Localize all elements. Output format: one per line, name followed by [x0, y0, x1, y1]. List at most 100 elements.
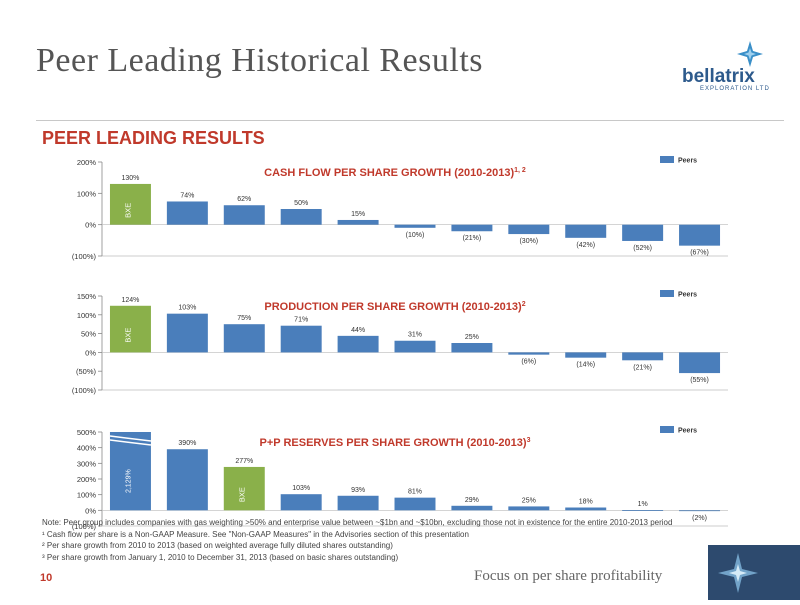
bar-value-label: 277% [235, 458, 253, 465]
bar-peer [337, 219, 379, 225]
y-tick-label: 0% [85, 506, 96, 515]
bar-value-label: 31% [408, 332, 422, 339]
y-tick-label: (100%) [72, 252, 97, 261]
y-tick-label: 100% [77, 491, 97, 500]
page-number: 10 [40, 572, 53, 584]
page-title: Peer Leading Historical Results [36, 42, 484, 79]
title-divider [36, 120, 784, 121]
y-tick-label: 400% [77, 444, 97, 453]
legend-swatch [660, 156, 674, 163]
y-tick-label: 100% [77, 311, 97, 320]
chart-title-sup: 1, 2 [514, 167, 526, 174]
bar-peer [565, 507, 607, 511]
chart-title: P+P RESERVES PER SHARE GROWTH (2010-2013… [260, 437, 531, 449]
y-tick-label: (100%) [72, 386, 97, 395]
bar-value-label: (14%) [576, 362, 595, 369]
bar-peer [679, 510, 721, 512]
bar-bxe [223, 466, 265, 511]
tagline: Focus on per share profitability [474, 568, 663, 584]
bar-value-label: 103% [292, 485, 310, 492]
chart-title: PRODUCTION PER SHARE GROWTH (2010-2013)2 [264, 301, 525, 313]
y-tick-label: (50%) [76, 367, 97, 376]
bar-peer [223, 324, 265, 353]
reserves-chart: 500% 400% 300% 200% 100% 0% (100%) P+P RESERVES… [40, 422, 740, 534]
footnote-3: ³ Per share growth from January 1, 2010 … [42, 552, 399, 562]
bar-peer [337, 495, 379, 511]
bar-value-label: 18% [579, 499, 593, 506]
bar-value-label: 50% [294, 200, 308, 207]
corner-star-icon [718, 553, 758, 593]
bar-value-label: (6%) [521, 359, 536, 366]
y-tick-label: 0% [85, 221, 96, 230]
axis-break-mark [109, 435, 152, 442]
bar-value-label: 74% [180, 192, 194, 199]
section-title: PEER LEADING RESULTS [42, 128, 265, 148]
bar-value-label: 124% [122, 297, 140, 304]
bar-value-label: 81% [408, 489, 422, 496]
legend-swatch [660, 426, 674, 433]
bar-value-label: 130% [122, 175, 140, 182]
bar-bxe [109, 305, 151, 353]
y-tick-label: (100%) [72, 522, 97, 531]
bar-peer [394, 340, 436, 353]
chart-svg: 200% 100% 0% (100%) CASH FLOW PER SHARE GROW… [72, 156, 728, 261]
chart-title-sup: 2 [522, 301, 526, 308]
bar-peer [109, 432, 151, 511]
chart-svg: 150% 100% 50% 0% (50%) (100%) PRODUCTION PER S… [72, 290, 728, 395]
bar-peer [622, 510, 664, 511]
bar-value-label: (2%) [692, 515, 707, 522]
bar-peer [508, 352, 550, 355]
corner-logo-block [708, 545, 800, 600]
bar-peer [451, 224, 493, 232]
legend-label: Peers [678, 292, 697, 299]
bar-peer [337, 335, 379, 353]
bar-value-label: (42%) [576, 242, 595, 249]
bar-peer [394, 224, 436, 228]
bar-value-label: 75% [237, 315, 251, 322]
y-tick-label: 200% [77, 158, 97, 167]
bar-value-label: (67%) [690, 250, 709, 257]
bar-value-label: 103% [178, 305, 196, 312]
bar-value-label: 71% [294, 317, 308, 324]
y-tick-label: 200% [77, 475, 97, 484]
logo-subtitle: EXPLORATION LTD [700, 86, 770, 92]
bar-peer [508, 224, 550, 235]
cash-flow-chart: 200% 100% 0% (100%) CASH FLOW PER SHARE GROW… [40, 152, 740, 264]
bxe-bar-label: BXE [237, 487, 246, 502]
bar-value-label: (21%) [463, 235, 482, 242]
footnote-1: ¹ Cash flow per share is a Non-GAAP Meas… [42, 529, 469, 539]
chart-svg: 500% 400% 300% 200% 100% 0% (100%) P+P RESERVES… [72, 426, 728, 531]
y-tick-label: 150% [77, 292, 97, 301]
logo-wordmark: bellatrix [682, 66, 755, 87]
bar-value-label: 62% [237, 196, 251, 203]
footnote-peer-group: Note: Peer group includes companies with… [42, 518, 673, 527]
bxe-bar-label: BXE [123, 203, 132, 218]
bar-value-label: 29% [465, 497, 479, 504]
bar-value-label: (55%) [690, 377, 709, 384]
bar-peer [451, 343, 493, 353]
bar-value-label: (21%) [633, 364, 652, 371]
bar-peer [565, 224, 607, 238]
bar-value-label: 1% [638, 501, 648, 508]
bar-value-label: 2,129% [125, 469, 132, 493]
bar-value-label: 25% [465, 334, 479, 341]
bar-bxe [109, 183, 151, 225]
bar-peer [280, 494, 322, 511]
legend-label: Peers [678, 158, 697, 165]
bellatrix-star-icon [737, 41, 763, 67]
bar-peer [451, 505, 493, 511]
bar-peer [565, 352, 607, 358]
bar-value-label: 15% [351, 211, 365, 218]
y-tick-label: 100% [77, 189, 97, 198]
bar-peer [679, 352, 721, 374]
footnotes: Note: Peer group includes companies with… [42, 517, 762, 563]
bar-value-label: (30%) [519, 238, 538, 245]
bxe-bar-label: BXE [123, 328, 132, 343]
bar-value-label: 44% [351, 327, 365, 334]
y-tick-label: 500% [77, 428, 97, 437]
bar-value-label: 25% [522, 497, 536, 504]
bar-peer [394, 497, 436, 511]
y-tick-label: 300% [77, 459, 97, 468]
legend-label: Peers [678, 428, 697, 435]
bar-peer [280, 325, 322, 353]
